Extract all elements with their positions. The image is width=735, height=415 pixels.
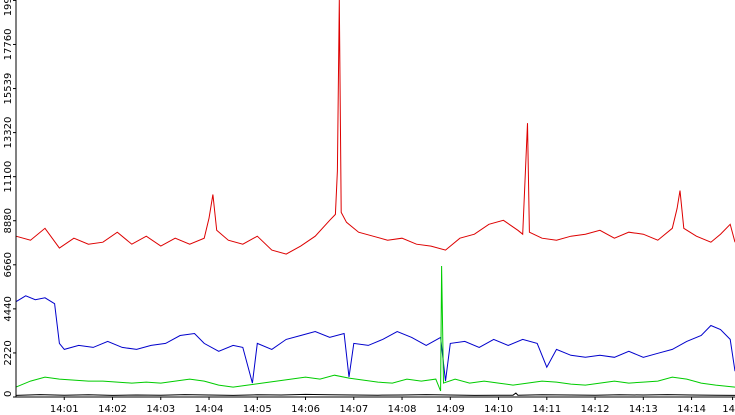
x-axis: 14:01 14:02 14:03 14:04 14:05 14:06 14:07 14:08… (16, 396, 735, 415)
y-tick-label: 11100 (3, 161, 14, 193)
y-tick-label: 6660 (3, 252, 14, 277)
x-tick-label: 14:04 (195, 404, 224, 415)
y-tick-label: 4440 (3, 296, 14, 321)
x-tick-label: 14:08 (388, 404, 417, 415)
x-tick-label: 14:13 (629, 404, 658, 415)
x-tick-label: 14 (722, 404, 735, 415)
x-tick-label: 14:14 (677, 404, 706, 415)
x-tick-label: 14:01 (50, 404, 79, 415)
series-layer (15, 0, 735, 396)
series-line-2 (15, 295, 735, 384)
y-tick-label: 19980 (3, 0, 14, 16)
y-tick-label: 0 (3, 391, 14, 397)
x-tick-label: 14:06 (291, 404, 320, 415)
x-tick-label: 14:10 (484, 404, 513, 415)
y-tick-label: 8880 (3, 208, 14, 233)
y-tick-label: 17760 (3, 29, 14, 61)
series-line-1 (15, 0, 735, 255)
series-line-3 (15, 265, 735, 392)
series-line-4 (15, 392, 735, 396)
x-tick-label: 14:07 (339, 404, 368, 415)
y-tick-label: 13320 (3, 117, 14, 149)
y-axis: 0 2220 4440 6660 8880 11100 13320 15539 17760 199… (3, 0, 17, 398)
y-tick-label: 15539 (3, 73, 14, 105)
x-tick-label: 14:09 (436, 404, 465, 415)
x-tick-label: 14:02 (98, 404, 127, 415)
x-tick-label: 14:05 (243, 404, 272, 415)
x-tick-label: 14:12 (581, 404, 610, 415)
y-tick-label: 2220 (3, 340, 14, 365)
x-tick-label: 14:11 (532, 404, 561, 415)
x-tick-label: 14:03 (146, 404, 175, 415)
